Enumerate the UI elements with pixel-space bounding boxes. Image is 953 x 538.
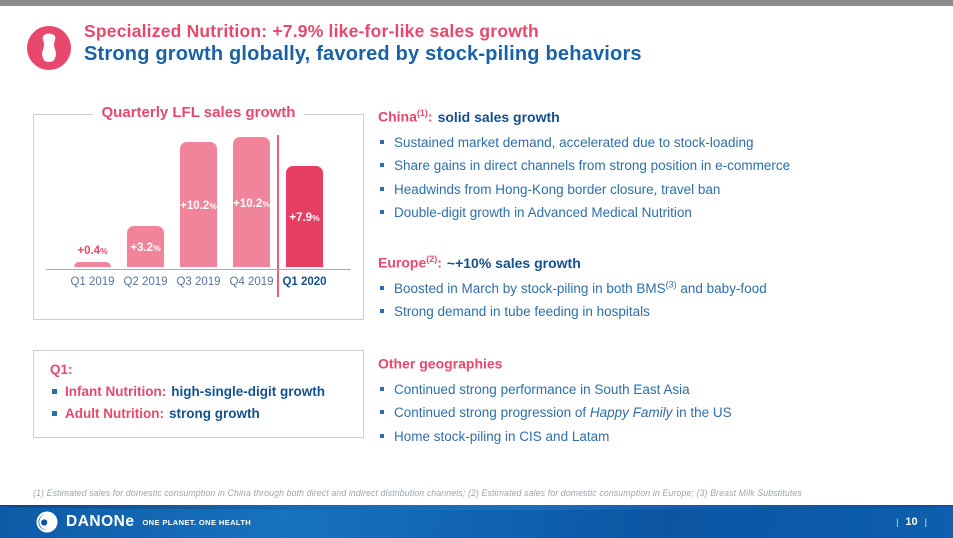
chart-period-divider xyxy=(277,135,279,297)
section-heading-other: Other geographies xyxy=(378,355,503,372)
section-heading-europe: Europe(2): ~+10% sales growth xyxy=(378,254,581,271)
bar-column-q1-2019: +0.4% xyxy=(66,132,119,267)
chart-plot: +0.4% +3.2% +10.2% +10.2% +7.9% xyxy=(66,132,331,267)
bullet-list-europe: Boosted in March by stock-piling in both… xyxy=(378,280,938,319)
chart-x-labels: Q1 2019 Q2 2019 Q3 2019 Q4 2019 Q1 2020 xyxy=(66,276,331,288)
bullet-square-icon xyxy=(52,411,57,416)
bar-q3-2019 xyxy=(180,142,217,267)
danone-logo-icon xyxy=(36,511,58,533)
bar-value-label: +10.2% xyxy=(180,200,217,212)
bullet-square-icon xyxy=(380,410,384,415)
bar-column-q2-2019: +3.2% xyxy=(119,132,172,267)
bullet-square-icon xyxy=(380,139,384,144)
bullet-item: Home stock-piling in CIS and Latam xyxy=(378,429,938,444)
bullet-square-icon xyxy=(380,186,384,191)
bar-value-label: +3.2% xyxy=(130,242,161,254)
bar-column-q4-2019: +10.2% xyxy=(225,132,278,267)
chart-panel: Quarterly LFL sales growth +0.4% +3.2% +10… xyxy=(33,104,364,320)
x-axis-label-q1-2019: Q1 2019 xyxy=(70,276,115,288)
feeding-bottle-icon xyxy=(27,26,71,70)
bullet-item: Double-digit growth in Advanced Medical … xyxy=(378,205,938,220)
bar-q1-2019 xyxy=(74,262,111,267)
bullet-item: Headwinds from Hong-Kong border closure,… xyxy=(378,182,938,197)
bullet-square-icon xyxy=(380,386,384,391)
footnote: (1) Estimated sales for domestic consump… xyxy=(33,488,802,498)
q1-item-adult: Adult Nutrition: strong growth xyxy=(50,406,347,421)
bullet-square-icon xyxy=(380,433,384,438)
bullet-item: Continued strong progression of Happy Fa… xyxy=(378,405,938,420)
section-heading-china: China(1): solid sales growth xyxy=(378,108,560,125)
bullet-item: Share gains in direct channels from stro… xyxy=(378,158,938,173)
section-china: China(1): solid sales growth Sustained ma… xyxy=(378,108,938,229)
bullet-square-icon xyxy=(380,309,384,314)
bullet-item: Sustained market demand, accelerated due… xyxy=(378,135,938,150)
bullet-square-icon xyxy=(380,163,384,168)
bar-value-label: +7.9% xyxy=(289,212,320,224)
page-number: | 10 | xyxy=(896,515,927,528)
x-axis-label-q4-2019: Q4 2019 xyxy=(229,276,274,288)
bullet-list-china: Sustained market demand, accelerated due… xyxy=(378,135,938,220)
bullet-square-icon xyxy=(380,285,384,290)
bullet-square-icon xyxy=(52,389,57,394)
bullet-item: Boosted in March by stock-piling in both… xyxy=(378,280,938,296)
section-europe: Europe(2): ~+10% sales growth Boosted in … xyxy=(378,254,938,328)
bullet-square-icon xyxy=(380,210,384,215)
section-other-geographies: Other geographies Continued strong perfo… xyxy=(378,355,938,452)
x-axis-label-q2-2019: Q2 2019 xyxy=(123,276,168,288)
bullet-list-other: Continued strong performance in South Ea… xyxy=(378,382,938,444)
page-subtitle: Strong growth globally, favored by stock… xyxy=(84,43,642,65)
q1-title: Q1: xyxy=(50,362,73,377)
page-title: Specialized Nutrition: +7.9% like-for-li… xyxy=(84,21,539,41)
footer-bar: DANONe ONE PLANET. ONE HEALTH | 10 | xyxy=(0,505,953,538)
bar-column-q3-2019: +10.2% xyxy=(172,132,225,267)
window-top-edge xyxy=(0,0,953,6)
bar-q2-2019 xyxy=(127,226,164,267)
chart-axis-line xyxy=(46,269,351,270)
brand-tagline: ONE PLANET. ONE HEALTH xyxy=(142,518,252,527)
bullet-item: Continued strong performance in South Ea… xyxy=(378,382,938,397)
x-axis-label-q1-2020: Q1 2020 xyxy=(282,276,327,288)
bullet-item: Strong demand in tube feeding in hospita… xyxy=(378,304,938,319)
q1-summary-panel: Q1: Infant Nutrition: high-single-digit … xyxy=(33,350,364,438)
bar-column-q1-2020: +7.9% xyxy=(278,132,331,267)
bar-value-label: +10.2% xyxy=(233,198,270,210)
brand-name: DANONe xyxy=(66,512,135,530)
x-axis-label-q3-2019: Q3 2019 xyxy=(176,276,221,288)
q1-item-infant: Infant Nutrition: high-single-digit grow… xyxy=(50,384,347,399)
bar-value-label: +0.4% xyxy=(77,245,108,257)
bar-q1-2020 xyxy=(286,166,323,267)
chart-title: Quarterly LFL sales growth xyxy=(34,104,363,122)
bar-q4-2019 xyxy=(233,137,270,267)
